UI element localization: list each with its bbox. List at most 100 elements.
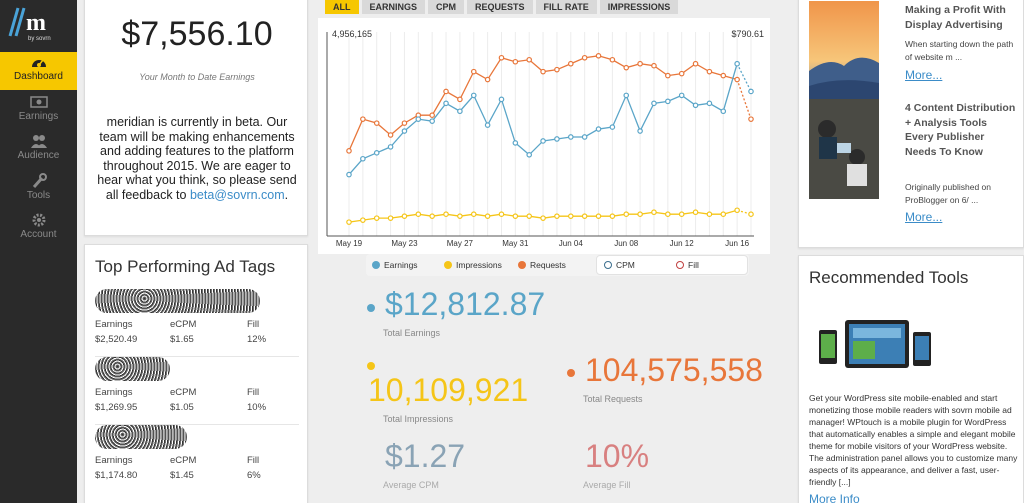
data-point-requests: [540, 68, 546, 75]
data-point-requests: [748, 116, 754, 122]
redacted-tag-name: [95, 289, 260, 313]
ad-tag-row[interactable]: Earnings eCPM Fill $1,269.95 $1.05 10%: [95, 357, 299, 425]
chart-series: [346, 52, 754, 225]
blog-post-title[interactable]: Making a Profit With Display Advertising: [905, 4, 1006, 31]
series-projection-earnings: [736, 63, 752, 92]
data-point-impressions: [415, 211, 422, 218]
nav-item-earnings[interactable]: Earnings: [0, 92, 77, 130]
tag-earnings-value: $1,269.95: [95, 402, 138, 413]
data-point-earnings: [678, 92, 685, 99]
data-point-earnings: [498, 96, 505, 103]
data-point-earnings: [512, 140, 519, 146]
fill-header: Fill: [247, 455, 260, 466]
data-point-impressions: [373, 215, 380, 221]
total-requests-label: Total Requests: [583, 394, 643, 404]
earnings-header: Earnings: [95, 387, 133, 398]
tag-ecpm-value: $1.05: [170, 402, 194, 413]
earnings-header: Earnings: [95, 455, 133, 466]
tab-all[interactable]: ALL: [325, 0, 359, 14]
cpm-swatch: [604, 261, 612, 269]
cash-icon: [29, 96, 48, 108]
data-point-earnings: [470, 92, 477, 99]
left-axis-max-label: 4,956,165: [332, 29, 372, 39]
data-point-requests: [443, 88, 449, 95]
average-fill-value: 10%: [585, 438, 650, 474]
performance-line-chart[interactable]: 4,956,165 $790.61 May 19 May 23 May 27 May …: [318, 18, 770, 254]
data-point-earnings: [373, 150, 380, 156]
ad-tag-row[interactable]: Earnings eCPM Fill $1,174.80 $1.45 6%: [95, 425, 299, 493]
top-ad-tags-card: Top Performing Ad Tags Earnings eCPM Fil…: [84, 244, 308, 503]
nav-label-earnings: Earnings: [18, 111, 59, 122]
more-info-link[interactable]: More Info: [809, 492, 860, 503]
legend-fill[interactable]: Fill: [676, 260, 699, 270]
data-point-impressions: [554, 213, 560, 219]
tab-impressions[interactable]: IMPRESSIONS: [599, 0, 679, 14]
chart-grid: [348, 32, 752, 236]
blog-post-more-link[interactable]: More...: [905, 68, 943, 82]
earnings-dot-icon: [367, 304, 375, 312]
data-point-impressions: [678, 211, 685, 218]
tab-earnings[interactable]: EARNINGS: [361, 0, 426, 14]
data-point-requests: [484, 76, 491, 83]
x-tick-label: May 31: [502, 239, 529, 248]
nav-item-dashboard[interactable]: Dashboard: [0, 52, 77, 90]
data-point-earnings: [540, 138, 546, 144]
legend-cpm[interactable]: CPM: [604, 260, 635, 270]
feedback-email-link[interactable]: beta@sovrn.com: [189, 187, 285, 202]
data-point-impressions: [706, 211, 713, 218]
data-point-impressions: [748, 211, 754, 218]
meridian-logo[interactable]: m by sovrn: [6, 6, 68, 42]
data-point-requests: [401, 120, 408, 126]
data-point-impressions: [443, 211, 449, 218]
sunset-mountain-thumbnail[interactable]: [809, 1, 879, 101]
data-point-impressions: [720, 211, 727, 218]
data-point-requests: [554, 66, 560, 73]
ecpm-header: eCPM: [170, 387, 197, 398]
legend-requests[interactable]: Requests: [518, 260, 566, 270]
tab-requests[interactable]: REQUESTS: [467, 0, 533, 14]
blog-post-more-link[interactable]: More...: [905, 210, 943, 224]
tab-fill-rate[interactable]: FILL RATE: [535, 0, 597, 14]
data-point-earnings: [554, 136, 560, 142]
mobile-devices-illustration: [819, 320, 931, 368]
data-point-earnings: [651, 100, 657, 107]
legend-ratio-group: [596, 255, 748, 275]
impressions-swatch: [444, 261, 452, 269]
data-point-impressions: [665, 211, 671, 218]
recommended-tool-description: Get your WordPress site mobile-enabled a…: [809, 393, 1018, 487]
data-point-requests: [637, 60, 643, 67]
beta-notice-end: .: [284, 187, 289, 202]
ad-tag-row[interactable]: Earnings eCPM Fill $2,520.49 $1.65 12%: [95, 289, 299, 357]
recommended-tools-title: Recommended Tools: [809, 268, 969, 287]
tab-cpm[interactable]: CPM: [428, 0, 465, 14]
nav-item-audience[interactable]: Audience: [0, 131, 77, 169]
gear-icon: [32, 213, 45, 227]
fill-header: Fill: [247, 387, 260, 398]
data-point-earnings: [692, 102, 699, 109]
nav-item-account[interactable]: Account: [0, 210, 77, 248]
data-point-requests: [567, 60, 574, 67]
impressions-dot-icon: [367, 362, 375, 370]
blog-post-title[interactable]: 4 Content Distribution + Analysis Tools …: [905, 102, 1016, 158]
people-working-thumbnail[interactable]: [809, 99, 879, 199]
tag-earnings-value: $2,520.49: [95, 334, 138, 345]
data-point-impressions: [651, 209, 657, 216]
dashboard-gauge-icon: [31, 59, 46, 67]
data-point-earnings: [567, 134, 574, 140]
chart-legend: Earnings Impressions Requests CPM Fill: [366, 254, 749, 276]
average-cpm-value: $1.27: [385, 438, 466, 474]
data-point-requests: [609, 56, 616, 63]
legend-impressions[interactable]: Impressions: [444, 260, 502, 270]
nav-label-dashboard: Dashboard: [14, 71, 63, 82]
legend-impressions-label: Impressions: [456, 260, 502, 270]
data-point-requests: [595, 52, 602, 59]
requests-swatch: [518, 261, 526, 269]
ecpm-header: eCPM: [170, 319, 197, 330]
legend-requests-label: Requests: [530, 260, 566, 270]
blog-post-excerpt: Originally published on ProBlogger on 6/…: [905, 182, 991, 205]
nav-item-tools[interactable]: Tools: [0, 171, 77, 209]
nav-label-tools: Tools: [26, 190, 51, 201]
blog-posts-card: Making a Profit With Display Advertising…: [798, 0, 1024, 248]
data-point-earnings: [346, 171, 352, 178]
legend-earnings[interactable]: Earnings: [372, 260, 418, 270]
